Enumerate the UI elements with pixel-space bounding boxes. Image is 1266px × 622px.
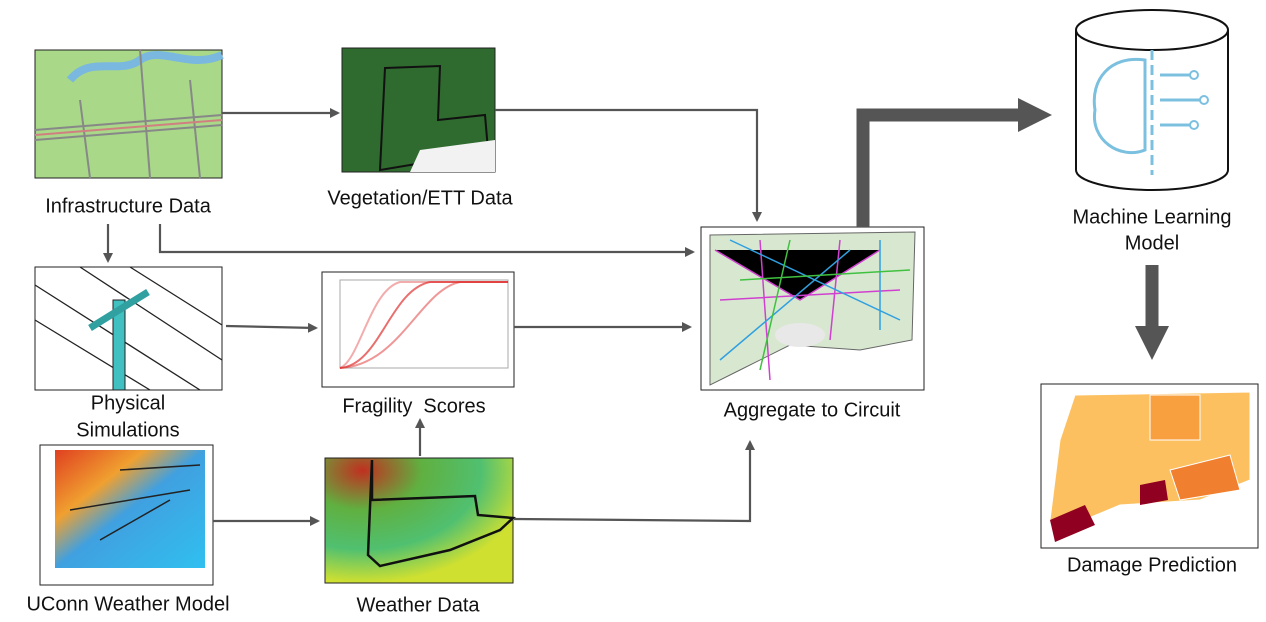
node-label: Physical <box>91 392 165 414</box>
node-label: Vegetation/ETT Data <box>327 187 513 209</box>
node-label: UConn Weather Model <box>26 593 229 615</box>
node-label: Machine Learning <box>1073 206 1232 228</box>
node-label: Fragility Scores <box>342 395 485 417</box>
fragility-image <box>322 272 514 387</box>
connectors <box>108 110 1152 521</box>
aggregate-image <box>701 227 924 390</box>
infrastructure-image <box>35 50 222 178</box>
diagram: Infrastructure Data Vegetation/ETT Data … <box>0 0 1266 617</box>
ml-cylinder <box>1076 10 1228 190</box>
vegetation-image <box>342 48 495 172</box>
damage-image <box>1041 384 1258 548</box>
node-label: Weather Data <box>356 594 480 616</box>
node-label: Aggregate to Circuit <box>724 399 901 421</box>
weather-data-image <box>325 458 513 583</box>
node-label: Infrastructure Data <box>45 195 212 217</box>
node-label: Damage Prediction <box>1067 554 1237 576</box>
physical-simulation-image <box>35 267 222 390</box>
node-label: Model <box>1125 232 1179 254</box>
uconn-weather-image <box>40 445 213 585</box>
node-label: Simulations <box>76 419 179 441</box>
page: {"nodes": [ {"label": "Infrastructure Da… <box>0 0 1266 617</box>
